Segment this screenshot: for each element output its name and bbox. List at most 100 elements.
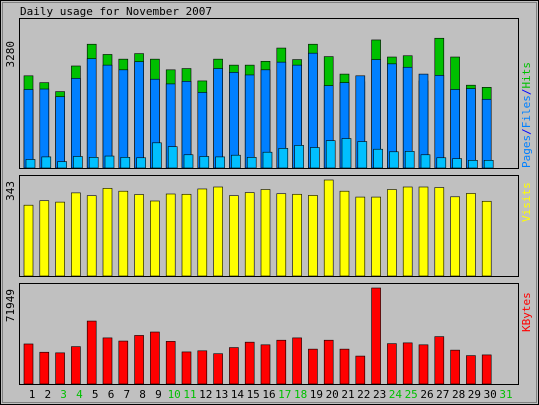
x-axis-day-labels: 1 2 3 4 5 6 7 8 9 10 11 12 13 14 15 16 17 18 19 20 21 22 23 24 2… — [29, 388, 513, 401]
hits-pages-bar — [341, 138, 352, 169]
kbytes-kbytes-bar — [260, 344, 271, 385]
hits-pages-bar — [373, 148, 383, 169]
hits-files-bar — [118, 69, 129, 169]
kbytes-kbytes-bar — [244, 341, 255, 385]
kbytes-kbytes-bar — [165, 341, 176, 385]
kbytes-kbytes-bar — [466, 355, 476, 385]
day-label-17: 17 — [278, 388, 291, 401]
day-label-6: 6 — [108, 388, 115, 401]
hits-legend: Pages/Files/Hits — [520, 62, 533, 168]
kbytes-max-label: 71949 — [4, 289, 17, 322]
hits-pages-bar — [452, 158, 462, 169]
kbytes-kbytes-bar — [229, 347, 239, 385]
day-label-13: 13 — [215, 388, 228, 401]
kbytes-panel-frame — [19, 283, 519, 385]
day-label-2: 2 — [44, 388, 51, 401]
hits-pages-bar — [310, 147, 320, 169]
day-label-29: 29 — [468, 388, 481, 401]
visits-visits-bar — [434, 187, 445, 277]
hits-pages-bar — [325, 140, 336, 169]
hits-pages-bar — [231, 154, 241, 169]
kbytes-kbytes-bar — [276, 339, 287, 385]
kbytes-kbytes-bar — [450, 349, 460, 385]
day-label-3: 3 — [60, 388, 67, 401]
hits-files-bar — [102, 64, 113, 169]
visits-visits-bar — [418, 186, 429, 277]
hits-files-bar — [418, 73, 429, 169]
hits-files-bar — [134, 61, 144, 169]
hits-panel-frame — [19, 18, 519, 169]
legend-part: Pages — [520, 135, 533, 168]
hits-pages-bar — [104, 155, 115, 169]
visits-visits-bar — [197, 188, 208, 277]
legend-part: Hits — [520, 62, 533, 89]
chart-title: Daily usage for November 2007 — [20, 5, 212, 18]
visits-visits-bar — [39, 200, 50, 277]
hits-pages-bar — [294, 145, 304, 169]
day-label-18: 18 — [294, 388, 307, 401]
visits-visits-bar — [355, 196, 366, 277]
hits-pages-bar — [167, 146, 178, 169]
hits-pages-bar — [468, 160, 478, 169]
hits-pages-bar — [420, 154, 431, 169]
day-label-1: 1 — [29, 388, 36, 401]
visits-visits-bar — [150, 200, 160, 277]
kbytes-kbytes-bar — [39, 351, 50, 385]
kbytes-kbytes-bar — [323, 339, 334, 385]
hits-bars — [23, 37, 494, 169]
kbytes-kbytes-bar — [118, 340, 129, 385]
day-label-31: 31 — [499, 388, 512, 401]
visits-visits-bar — [402, 186, 413, 277]
legend-part: / — [520, 89, 533, 96]
kbytes-kbytes-bar — [308, 348, 318, 385]
hits-pages-bar — [389, 151, 399, 169]
hits-files-bar — [244, 74, 255, 169]
day-label-10: 10 — [168, 388, 181, 401]
hits-pages-bar — [57, 161, 67, 169]
day-label-14: 14 — [231, 388, 245, 401]
kbytes-kbytes-bar — [23, 343, 34, 385]
hits-files-bar — [229, 72, 239, 169]
kbytes-kbytes-bar — [371, 287, 381, 385]
hits-pages-bar — [152, 142, 162, 169]
day-label-9: 9 — [155, 388, 162, 401]
hits-files-bar — [466, 88, 476, 169]
day-label-26: 26 — [420, 388, 433, 401]
visits-visits-bar — [181, 193, 192, 277]
day-label-28: 28 — [452, 388, 465, 401]
hits-pages-bar — [183, 154, 194, 169]
hits-pages-bar — [88, 157, 99, 169]
day-label-20: 20 — [326, 388, 339, 401]
visits-visits-bar — [55, 201, 65, 277]
kbytes-kbytes-bar — [71, 346, 81, 385]
visits-visits-bar — [466, 193, 476, 277]
visits-visits-bar — [481, 200, 492, 277]
day-label-22: 22 — [357, 388, 370, 401]
kbytes-kbytes-bar — [355, 355, 366, 385]
visits-visits-bar — [387, 189, 397, 277]
visits-visits-bar — [450, 196, 460, 277]
hits-files-bar — [450, 89, 460, 169]
day-label-11: 11 — [183, 388, 196, 401]
visits-panel: 343 Visits — [4, 175, 533, 277]
kbytes-kbytes-bar — [434, 336, 445, 385]
kbytes-kbytes-bar — [213, 353, 223, 385]
kbytes-kbytes-bar — [387, 343, 397, 385]
visits-visits-bar — [323, 179, 334, 277]
kbytes-kbytes-bar — [197, 350, 208, 385]
hits-files-bar — [23, 89, 34, 169]
visits-visits-bar — [308, 195, 318, 277]
hits-pages-bar — [436, 157, 447, 169]
kbytes-kbytes-bar — [292, 337, 302, 385]
kbytes-panel: 71949 KBytes — [4, 283, 533, 385]
kbytes-legend: KBytes — [520, 292, 533, 332]
hits-files-bar — [71, 78, 81, 169]
visits-visits-bar — [165, 193, 176, 277]
visits-visits-bar — [23, 204, 34, 277]
day-label-12: 12 — [199, 388, 212, 401]
hits-files-bar — [481, 98, 492, 169]
visits-panel-frame — [19, 175, 519, 277]
hits-pages-bar — [404, 151, 415, 169]
day-label-24: 24 — [389, 388, 403, 401]
